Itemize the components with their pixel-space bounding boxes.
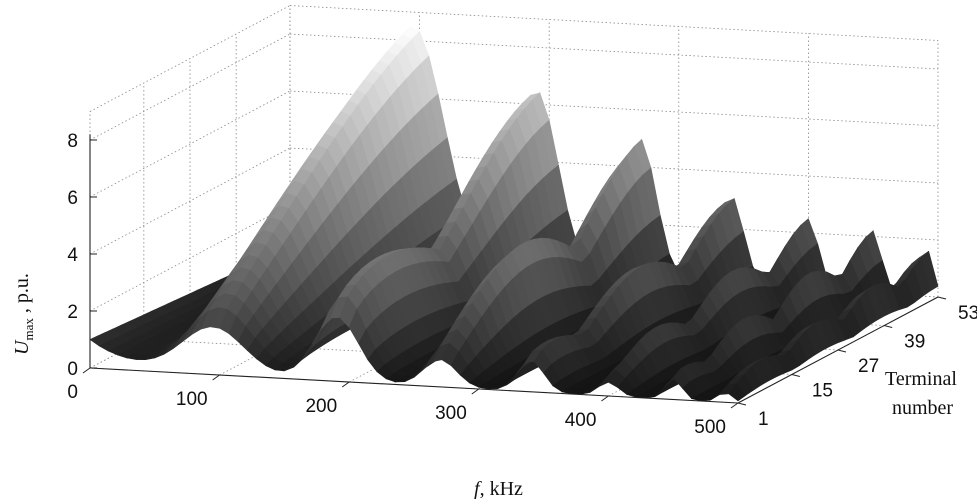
- y-axis-label-line2: number: [892, 397, 953, 419]
- y-tick-label: 27: [858, 356, 879, 377]
- y-tick-mark: [937, 296, 947, 300]
- grid-line: [89, 204, 291, 312]
- x-axis-label-symbol: f: [474, 478, 482, 499]
- y-tick-label: 53: [958, 303, 977, 324]
- x-tick-label: 400: [565, 410, 597, 431]
- z-tick-label: 8: [67, 131, 78, 152]
- y-tick-mark: [791, 373, 800, 377]
- z-tick-label: 6: [67, 188, 78, 209]
- y-tick-mark: [837, 349, 847, 353]
- grid-line: [89, 33, 291, 141]
- z-tick-label: 4: [67, 245, 78, 266]
- grid-line: [289, 5, 939, 41]
- x-tick-label: 200: [305, 396, 337, 417]
- x-tick-label: 300: [435, 403, 467, 424]
- surface: [89, 26, 939, 402]
- z-axis-label-unit: , p.u.: [11, 273, 33, 318]
- x-tick-label: 0: [67, 382, 78, 403]
- x-tick-mark: [601, 395, 609, 402]
- z-axis-label: Umax , p.u.: [11, 273, 36, 355]
- x-tick-label: 100: [176, 389, 208, 410]
- y-tick-label: 15: [812, 380, 833, 401]
- grid-line: [89, 90, 291, 198]
- surface-patch: [728, 383, 747, 402]
- y-tick-label: 1: [758, 409, 769, 430]
- x-tick-mark: [82, 367, 91, 374]
- x-tick-label: 500: [694, 417, 726, 438]
- x-axis-label-unit: , kHz: [480, 478, 523, 499]
- x-axis-line: [89, 367, 739, 404]
- z-axis-label-sub: max: [21, 318, 36, 341]
- grid-line: [89, 147, 291, 255]
- z-axis-label-symbol: U: [11, 339, 33, 355]
- grid-line: [89, 5, 291, 112]
- x-tick-mark: [341, 381, 350, 388]
- y-tick-label: 39: [904, 332, 925, 353]
- x-tick-mark: [471, 388, 480, 395]
- y-tick-mark: [884, 325, 893, 329]
- z-tick-label: 2: [67, 302, 78, 323]
- x-tick-mark: [730, 402, 739, 409]
- y-axis-label-line1: Terminal: [885, 368, 957, 390]
- z-tick-label: 0: [67, 359, 78, 380]
- x-tick-mark: [212, 374, 220, 381]
- y-tick-mark: [737, 402, 747, 406]
- x-axis-label: f, kHz: [474, 478, 523, 499]
- tick-labels: 0 100 200 300 400 500 1 15 27 39 53 0 2 4 6 8: [67, 131, 977, 438]
